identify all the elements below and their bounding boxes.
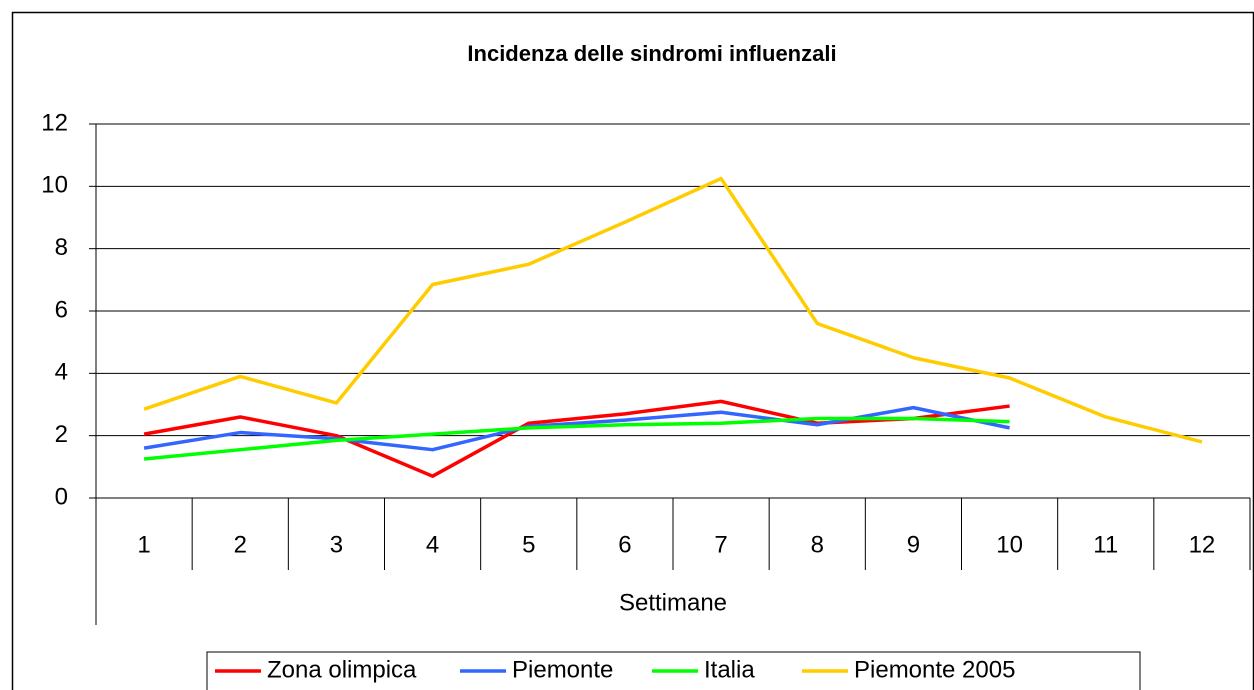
x-axis-label: Settimane xyxy=(619,589,727,616)
y-tick-label: 8 xyxy=(55,234,68,261)
y-tick-label: 12 xyxy=(41,109,68,136)
x-tick-label: 1 xyxy=(137,531,150,558)
x-tick-label: 8 xyxy=(811,531,824,558)
chart-title: Incidenza delle sindromi influenzali xyxy=(467,41,836,66)
y-tick-label: 10 xyxy=(41,172,68,199)
x-tick-label: 4 xyxy=(426,531,439,558)
y-tick-label: 0 xyxy=(55,483,68,510)
legend-label: Piemonte xyxy=(512,656,613,683)
x-tick-label: 9 xyxy=(907,531,920,558)
y-tick-label: 6 xyxy=(55,296,68,323)
x-tick-label: 2 xyxy=(234,531,247,558)
series-line xyxy=(143,416,1010,461)
x-tick-label: 11 xyxy=(1093,531,1118,558)
x-tick-label: 6 xyxy=(618,531,631,558)
x-tick-label: 3 xyxy=(330,531,343,558)
y-tick-label: 2 xyxy=(55,421,68,448)
series-line xyxy=(143,399,1010,478)
series-line xyxy=(143,176,1203,444)
y-tick-label: 4 xyxy=(55,359,68,386)
chart-border xyxy=(11,11,1254,690)
series-line xyxy=(143,405,1010,452)
x-tick-label: 5 xyxy=(522,531,535,558)
legend-label: Piemonte 2005 xyxy=(854,656,1015,683)
legend-label: Italia xyxy=(704,656,755,683)
x-tick-label: 10 xyxy=(996,531,1023,558)
x-tick-label: 12 xyxy=(1189,531,1216,558)
legend: Zona olimpica Piemonte Italia Piemonte 2005 xyxy=(206,651,1141,690)
x-tick-label: 7 xyxy=(714,531,727,558)
legend-label: Zona olimpica xyxy=(267,656,417,683)
